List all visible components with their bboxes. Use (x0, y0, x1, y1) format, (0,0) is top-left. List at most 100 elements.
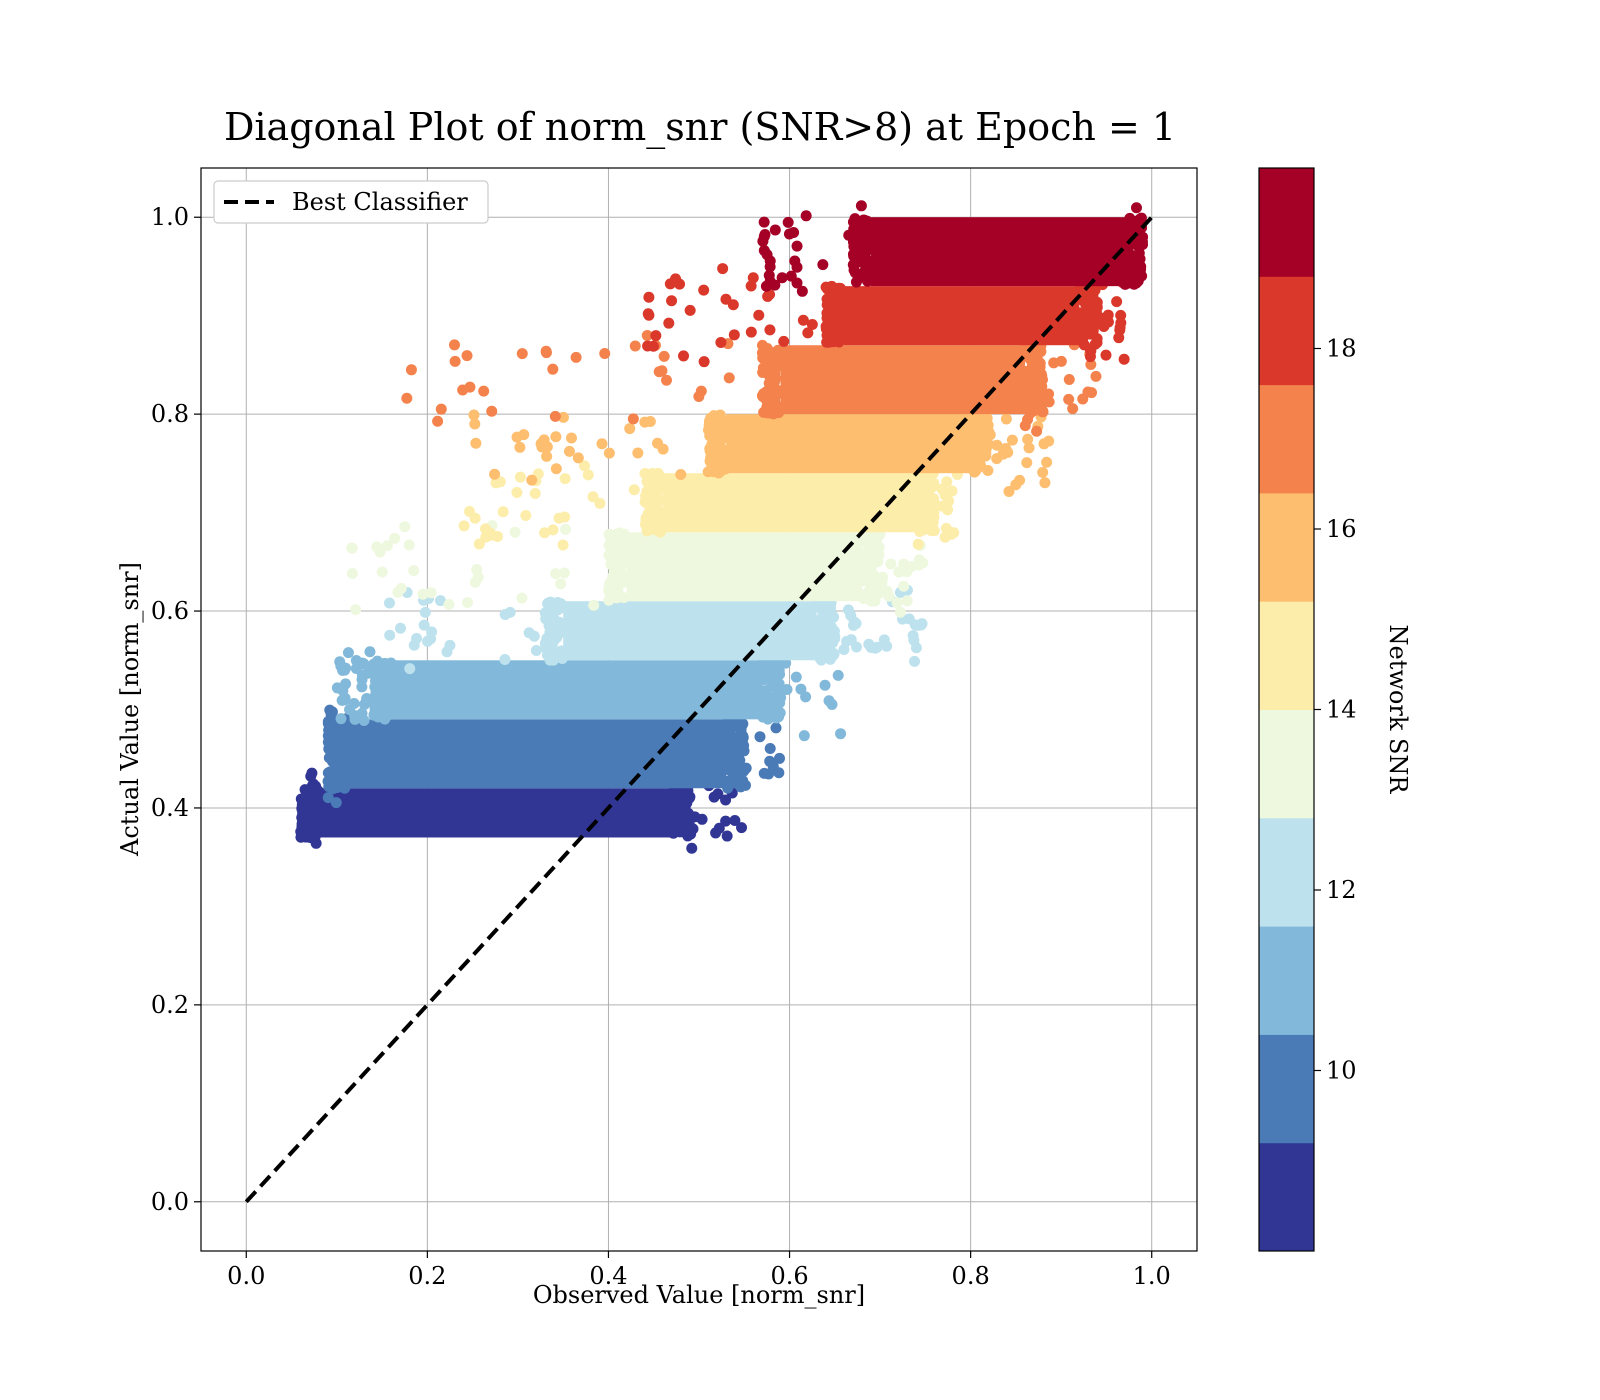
data-point (771, 711, 783, 723)
data-point (725, 719, 737, 731)
snr-band-5 (346, 516, 929, 618)
data-point (417, 588, 429, 600)
data-point (643, 291, 655, 303)
data-point (769, 279, 781, 291)
data-point (860, 245, 872, 257)
data-point (558, 567, 570, 579)
colorbar-segment (1259, 1034, 1314, 1144)
data-point (791, 261, 803, 273)
colorbar-tick-label: 18 (1326, 335, 1357, 363)
data-point (364, 646, 376, 658)
x-tick-label: 0.2 (408, 1262, 446, 1290)
data-point (629, 340, 641, 352)
data-point (559, 473, 571, 485)
data-point (443, 598, 455, 610)
data-point (754, 731, 766, 743)
data-point (895, 565, 907, 577)
data-point (864, 582, 876, 594)
data-point (848, 616, 860, 628)
data-point (549, 410, 561, 422)
data-point (863, 638, 875, 650)
data-point (1019, 420, 1031, 432)
legend-label-best-classifier: Best Classifier (292, 188, 468, 216)
data-point (772, 349, 784, 361)
data-point (783, 228, 795, 240)
chart-title: Diagonal Plot of norm_snr (SNR>8) at Epo… (224, 105, 1176, 150)
data-point (641, 329, 653, 341)
colorbar-segment (1259, 384, 1314, 494)
data-point (654, 476, 666, 488)
data-point (324, 704, 336, 716)
data-point (471, 564, 483, 576)
data-point (392, 586, 404, 598)
band-dense-core (391, 660, 763, 720)
data-point (1111, 296, 1123, 308)
data-point (907, 630, 919, 642)
data-point (529, 488, 541, 500)
data-point (820, 628, 832, 640)
data-point (425, 633, 437, 645)
data-point (1130, 202, 1142, 214)
snr-band-4 (383, 584, 928, 675)
data-point (972, 436, 984, 448)
data-point (627, 413, 639, 425)
snr-band-2 (322, 704, 785, 809)
data-point (372, 711, 384, 723)
y-axis-label: Actual Value [norm_snr] (116, 562, 144, 857)
data-point (594, 497, 606, 509)
colorbar-tick-label: 12 (1326, 876, 1357, 904)
data-point (670, 273, 682, 285)
x-axis-ticks: 0.0 0.2 0.4 0.6 0.8 1.0 (227, 1251, 1171, 1290)
data-point (707, 448, 719, 460)
data-point (1130, 260, 1142, 272)
data-point (403, 539, 415, 551)
data-point (383, 597, 395, 609)
data-point (478, 385, 490, 397)
data-point (310, 837, 322, 849)
data-point (528, 630, 540, 642)
data-point (773, 752, 785, 764)
data-point (980, 450, 992, 462)
data-point (1084, 305, 1096, 317)
legend[interactable]: Best Classifier (213, 180, 489, 224)
data-point (362, 667, 374, 679)
data-point (587, 491, 599, 503)
data-point (1121, 227, 1133, 239)
data-point (776, 272, 788, 284)
data-point (1083, 314, 1095, 326)
data-point (555, 578, 567, 590)
data-point (833, 298, 845, 310)
data-point (435, 403, 447, 415)
data-point (607, 581, 619, 593)
colorbar-segment (1259, 168, 1314, 277)
data-point (873, 575, 885, 587)
band-dense-core (345, 719, 727, 789)
data-point (728, 329, 740, 341)
data-point (645, 505, 657, 517)
data-point (309, 783, 321, 795)
data-point (1037, 466, 1049, 478)
data-point (358, 714, 370, 726)
data-point (928, 506, 940, 518)
data-point (991, 439, 1003, 451)
data-point (775, 692, 787, 704)
data-point (432, 415, 444, 427)
data-point (1014, 474, 1026, 486)
band-dense-core (563, 601, 817, 661)
data-point (738, 745, 750, 757)
data-point (545, 638, 557, 650)
data-point (330, 747, 342, 759)
data-point (984, 429, 996, 441)
data-point (619, 551, 631, 563)
data-point (557, 411, 569, 423)
data-point (666, 295, 678, 307)
data-point (1048, 357, 1060, 369)
data-point (684, 304, 696, 316)
data-point (682, 813, 694, 825)
data-point (605, 550, 617, 562)
data-point (678, 350, 690, 362)
data-point (578, 460, 590, 472)
data-point (835, 728, 847, 740)
data-point (469, 418, 481, 430)
data-point (898, 580, 910, 592)
